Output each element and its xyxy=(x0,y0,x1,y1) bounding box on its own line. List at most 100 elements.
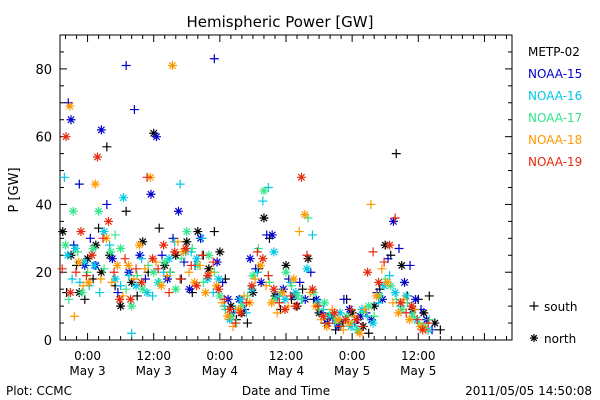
y-axis-label: P [GW] xyxy=(7,167,22,212)
data-point-south xyxy=(102,199,112,209)
data-point-north xyxy=(247,281,257,291)
x-tick-label-time: 0:00 xyxy=(74,349,101,363)
data-point-south xyxy=(394,244,404,253)
data-point-south xyxy=(197,250,207,260)
data-point-south xyxy=(239,291,249,301)
data-point-south xyxy=(157,250,167,260)
data-point-south xyxy=(78,281,88,291)
data-point-north xyxy=(174,206,184,216)
data-point-south xyxy=(85,233,95,243)
data-point-north xyxy=(352,315,362,325)
data-point-north xyxy=(192,281,202,291)
series-noaa-18 xyxy=(65,61,431,338)
data-point-north xyxy=(182,237,192,247)
data-point-north xyxy=(164,254,174,264)
data-point-north xyxy=(68,206,78,216)
data-point-south xyxy=(142,172,152,182)
data-point-south xyxy=(175,179,185,189)
data-point-north xyxy=(418,325,428,335)
data-point-north xyxy=(278,288,288,298)
data-point-north xyxy=(393,308,403,318)
data-point-north xyxy=(182,227,192,237)
data-point-north xyxy=(214,284,224,294)
data-point-north xyxy=(401,291,411,301)
data-point-south xyxy=(64,294,74,304)
data-point-south xyxy=(176,254,186,264)
data-point-south xyxy=(73,247,83,257)
data-point-south xyxy=(109,267,119,277)
data-point-north xyxy=(107,254,117,264)
data-point-south xyxy=(121,284,131,294)
data-point-north xyxy=(281,267,291,277)
data-point-north xyxy=(110,274,120,284)
data-point-south xyxy=(95,288,105,298)
data-point-north xyxy=(322,321,332,331)
data-point-south xyxy=(81,271,91,281)
data-point-north xyxy=(84,277,94,287)
data-point-north xyxy=(106,247,116,257)
data-point-south xyxy=(272,308,282,318)
data-point-north xyxy=(126,294,136,304)
data-point-south xyxy=(198,277,208,287)
data-point-north xyxy=(226,301,236,311)
data-point-north xyxy=(256,260,266,270)
data-point-south xyxy=(230,318,240,328)
data-point-south xyxy=(71,267,81,277)
data-point-north xyxy=(318,311,328,321)
data-point-south xyxy=(98,233,108,243)
series-noaa-19 xyxy=(57,132,433,335)
data-point-north xyxy=(408,311,418,321)
x-tick-label-date: May 3 xyxy=(136,364,172,378)
plot-frame xyxy=(59,34,513,341)
data-point-north xyxy=(189,277,199,287)
data-point-north xyxy=(156,281,166,291)
data-point-south xyxy=(74,179,84,189)
legend-south-label: south xyxy=(544,300,578,314)
data-point-south xyxy=(360,305,370,314)
data-point-north xyxy=(92,152,102,162)
data-point-north xyxy=(185,284,195,294)
data-point-south xyxy=(285,291,295,301)
data-point-north xyxy=(79,257,89,267)
footer-right: 2011/05/05 14:50:08 xyxy=(465,384,592,398)
data-point-north xyxy=(83,254,93,264)
data-point-north xyxy=(430,318,440,328)
data-point-north xyxy=(181,244,191,253)
data-point-south xyxy=(99,264,109,274)
data-point-south xyxy=(69,311,79,321)
data-point-south xyxy=(366,199,376,209)
data-point-south xyxy=(129,274,139,284)
data-point-north xyxy=(138,237,148,247)
data-point-north xyxy=(341,315,351,325)
data-point-north xyxy=(142,288,152,298)
data-point-north xyxy=(333,315,343,325)
data-point-north xyxy=(267,230,277,240)
x-tick-label-time: 0:00 xyxy=(206,349,233,363)
data-point-north xyxy=(281,260,291,270)
data-point-north xyxy=(77,288,87,298)
data-point-north xyxy=(65,288,75,298)
data-point-north xyxy=(248,271,258,281)
data-point-north xyxy=(138,284,148,294)
data-point-south xyxy=(121,61,131,70)
data-point-north xyxy=(404,315,414,325)
x-tick-label-date: May 3 xyxy=(69,364,105,378)
data-point-north xyxy=(234,305,244,314)
data-point-north xyxy=(134,240,144,250)
data-point-north xyxy=(192,254,202,264)
data-point-south xyxy=(129,105,139,115)
footer-left: Plot: CCMC xyxy=(6,384,72,398)
data-point-north xyxy=(204,250,214,260)
data-point-north xyxy=(371,291,381,301)
data-point-north xyxy=(167,61,177,70)
data-point-north xyxy=(324,311,334,321)
data-point-south xyxy=(379,257,389,267)
data-point-south xyxy=(94,223,104,233)
legend-north-marker xyxy=(530,334,538,342)
data-point-north xyxy=(342,311,352,321)
x-tick-label-date: May 4 xyxy=(268,364,304,378)
data-point-south xyxy=(102,142,112,152)
data-point-south xyxy=(105,240,115,250)
data-point-south xyxy=(121,206,131,216)
data-point-north xyxy=(203,271,213,281)
